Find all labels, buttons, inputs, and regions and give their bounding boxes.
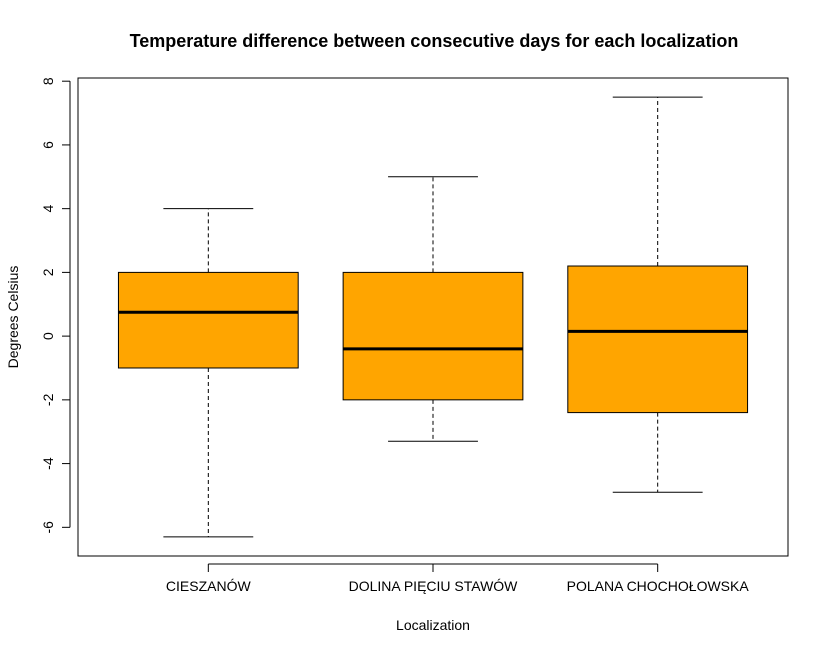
x-axis: CIESZANÓW DOLINA PIĘCIU STAWÓW POLANA CHOC… bbox=[166, 563, 750, 594]
x-tick-label: CIESZANÓW bbox=[166, 578, 252, 594]
y-tick-label: 8 bbox=[40, 77, 56, 85]
box-2 bbox=[342, 176, 524, 442]
y-tick-label: 2 bbox=[40, 268, 56, 276]
x-tick-label: POLANA CHOCHOŁOWSKA bbox=[567, 578, 750, 594]
y-axis: -6 -4 -2 0 2 4 6 8 bbox=[40, 77, 71, 534]
x-tick-label: DOLINA PIĘCIU STAWÓW bbox=[349, 578, 519, 594]
box-3 bbox=[567, 96, 749, 493]
box-1 bbox=[117, 208, 299, 538]
y-tick-label: -2 bbox=[40, 393, 56, 406]
y-tick-label: -6 bbox=[40, 521, 56, 534]
chart-title: Temperature difference between consecuti… bbox=[130, 31, 739, 51]
box-iqr bbox=[117, 271, 299, 369]
y-tick-label: 0 bbox=[40, 332, 56, 340]
box-iqr bbox=[342, 271, 524, 401]
x-axis-label: Localization bbox=[396, 617, 470, 633]
y-tick-label: 6 bbox=[40, 141, 56, 149]
box-iqr bbox=[567, 265, 749, 414]
y-tick-label: 4 bbox=[40, 205, 56, 213]
plot-frame bbox=[77, 77, 789, 557]
y-tick-label: -4 bbox=[40, 457, 56, 470]
boxes-group bbox=[117, 96, 749, 538]
y-axis-label: Degrees Celsius bbox=[5, 266, 21, 369]
